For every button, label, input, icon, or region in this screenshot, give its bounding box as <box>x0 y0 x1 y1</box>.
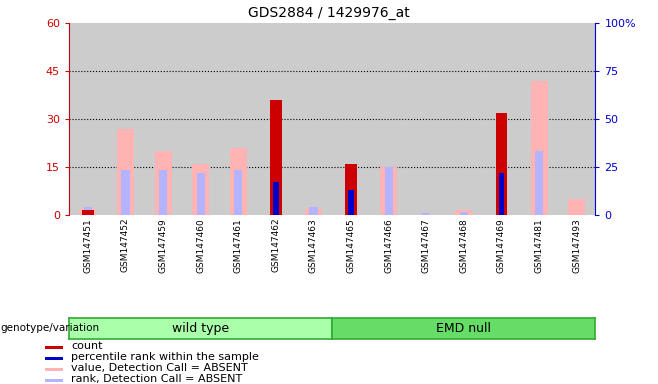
Bar <box>159 170 167 215</box>
Bar <box>558 23 595 215</box>
Bar <box>117 129 134 215</box>
Bar <box>230 148 247 215</box>
Bar <box>535 151 544 215</box>
Bar <box>455 210 472 215</box>
Bar <box>273 182 279 215</box>
Bar <box>370 23 407 215</box>
Text: count: count <box>71 341 103 351</box>
Bar <box>295 23 332 215</box>
Bar <box>530 81 547 215</box>
Bar <box>305 209 322 215</box>
Bar <box>422 214 430 215</box>
Bar <box>384 167 393 215</box>
Bar <box>234 170 242 215</box>
Bar <box>197 174 205 215</box>
Polygon shape <box>91 324 99 333</box>
Bar <box>270 100 282 215</box>
Bar <box>380 167 397 215</box>
Bar <box>407 23 445 215</box>
Bar <box>80 209 96 215</box>
Bar <box>45 379 63 382</box>
Bar <box>144 23 182 215</box>
Bar <box>332 23 370 215</box>
Text: GDS2884 / 1429976_at: GDS2884 / 1429976_at <box>248 6 410 20</box>
Bar <box>121 170 130 215</box>
Bar <box>483 23 520 215</box>
Bar <box>45 357 63 360</box>
Bar <box>257 23 295 215</box>
Text: wild type: wild type <box>172 322 229 335</box>
Bar <box>499 173 504 215</box>
Bar <box>345 164 357 215</box>
Bar <box>45 346 63 349</box>
Bar <box>182 23 220 215</box>
Bar <box>348 190 354 215</box>
Bar <box>220 23 257 215</box>
Text: rank, Detection Call = ABSENT: rank, Detection Call = ABSENT <box>71 374 243 384</box>
Bar <box>69 23 107 215</box>
Bar <box>45 368 63 371</box>
Bar <box>445 23 483 215</box>
Bar <box>520 23 558 215</box>
Text: EMD null: EMD null <box>436 322 492 335</box>
Bar <box>496 113 507 215</box>
Bar <box>84 207 92 215</box>
Text: genotype/variation: genotype/variation <box>1 323 100 333</box>
Bar <box>309 207 318 215</box>
Bar <box>107 23 144 215</box>
Bar <box>192 164 209 215</box>
Bar <box>569 199 585 215</box>
Text: value, Detection Call = ABSENT: value, Detection Call = ABSENT <box>71 363 248 373</box>
Bar <box>460 212 468 215</box>
Bar <box>82 210 93 215</box>
Bar <box>155 151 172 215</box>
Text: percentile rank within the sample: percentile rank within the sample <box>71 352 259 362</box>
